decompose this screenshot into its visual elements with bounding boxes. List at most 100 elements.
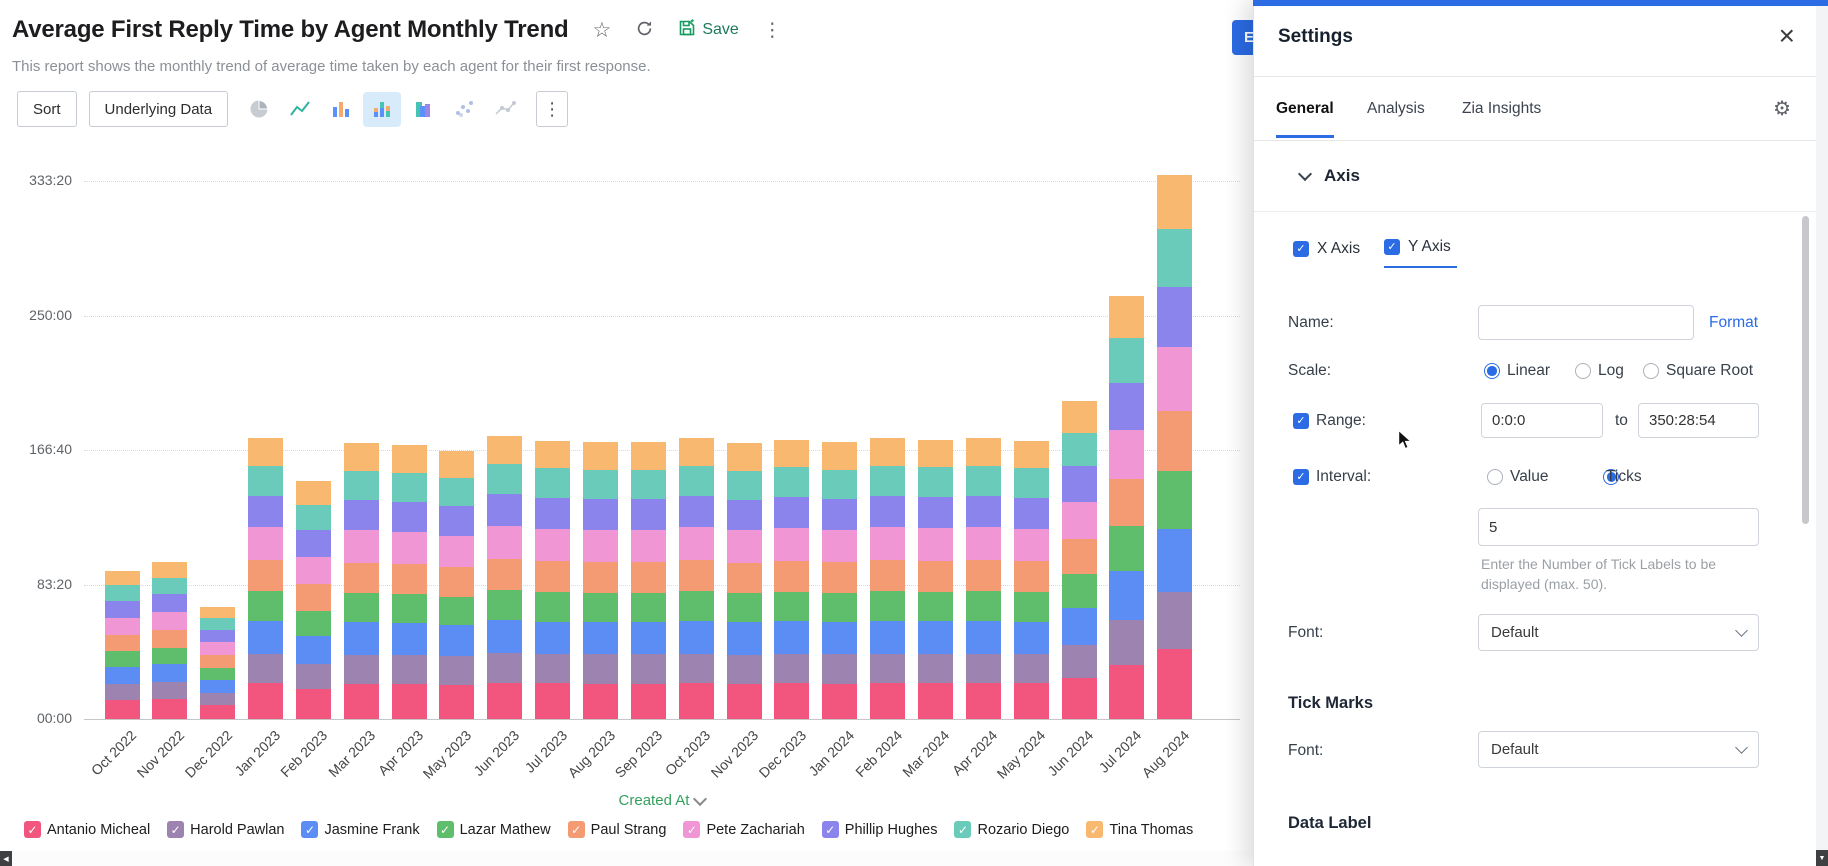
bar-segment[interactable]	[583, 529, 618, 562]
bar-segment[interactable]	[1013, 683, 1049, 719]
bar-segment[interactable]	[630, 592, 666, 623]
bar-segment[interactable]	[774, 683, 810, 719]
bar-segment[interactable]	[678, 653, 714, 684]
bar-segment[interactable]	[965, 496, 1001, 528]
bar-segment[interactable]	[1013, 592, 1049, 622]
bar-segment[interactable]	[583, 498, 618, 530]
bar-segment[interactable]	[535, 683, 571, 719]
bar-segment[interactable]	[343, 530, 379, 563]
range-to-input[interactable]	[1638, 403, 1759, 438]
bar-segment[interactable]	[630, 529, 666, 562]
bar-segment[interactable]	[726, 499, 762, 531]
bar-segment[interactable]	[822, 469, 858, 499]
bar-segment[interactable]	[1109, 429, 1145, 480]
bar-segment[interactable]	[535, 528, 571, 562]
bar-segment[interactable]	[917, 683, 953, 719]
line-chart-icon[interactable]	[281, 92, 319, 127]
legend-checkbox[interactable]: ✓	[683, 821, 701, 838]
radio-ticks[interactable]	[1603, 469, 1620, 485]
bar-segment[interactable]	[1109, 664, 1145, 719]
bar-segment[interactable]	[822, 622, 858, 655]
bar-segment[interactable]	[152, 594, 188, 612]
bar-segment[interactable]	[487, 525, 523, 559]
bar-segment[interactable]	[1109, 479, 1145, 527]
bar-segment[interactable]	[248, 620, 284, 654]
bar-segment[interactable]	[391, 684, 427, 719]
gear-icon[interactable]: ⚙	[1773, 98, 1791, 120]
bar-segment[interactable]	[248, 653, 284, 684]
bar-segment[interactable]	[1157, 649, 1193, 719]
x-axis-field-label[interactable]: Created At	[84, 791, 1240, 809]
bar-segment[interactable]	[726, 683, 762, 719]
bar-segment[interactable]	[295, 584, 331, 611]
bar-segment[interactable]	[822, 654, 858, 684]
legend-checkbox[interactable]: ✓	[954, 821, 972, 838]
bar-segment[interactable]	[678, 466, 714, 497]
bar-segment[interactable]	[1109, 620, 1145, 665]
bar-segment[interactable]	[1061, 574, 1097, 608]
bar-segment[interactable]	[487, 619, 523, 653]
bar-segment[interactable]	[295, 481, 331, 506]
bar-segment[interactable]	[104, 585, 140, 602]
bar-segment[interactable]	[583, 441, 618, 470]
bar-segment[interactable]	[487, 464, 523, 495]
overlapped-bar-chart-icon[interactable]	[404, 92, 442, 127]
bubble-chart-icon[interactable]	[486, 92, 524, 127]
bar-segment[interactable]	[1157, 175, 1193, 230]
bar-segment[interactable]	[822, 441, 858, 470]
bar-segment[interactable]	[1109, 382, 1145, 430]
bar-segment[interactable]	[870, 620, 906, 654]
bar-segment[interactable]	[1061, 501, 1097, 539]
bar-segment[interactable]	[870, 438, 906, 467]
bar-segment[interactable]	[439, 684, 475, 719]
bar-segment[interactable]	[965, 620, 1001, 654]
bar-segment[interactable]	[726, 443, 762, 471]
bar-segment[interactable]	[200, 629, 236, 643]
radio-value[interactable]	[1487, 469, 1503, 485]
bar-segment[interactable]	[343, 499, 379, 531]
bar-segment[interactable]	[822, 683, 858, 719]
bar-segment[interactable]	[1157, 347, 1193, 411]
radio-value-label[interactable]: Value	[1510, 468, 1549, 485]
bar-segment[interactable]	[295, 688, 331, 719]
bar-segment[interactable]	[965, 683, 1001, 719]
bar-segment[interactable]	[487, 590, 523, 620]
bar-segment[interactable]	[391, 445, 427, 473]
bar-segment[interactable]	[200, 642, 236, 656]
bar-segment[interactable]	[391, 623, 427, 656]
bar-segment[interactable]	[104, 667, 140, 685]
bar-segment[interactable]	[774, 653, 810, 684]
bar-segment[interactable]	[726, 562, 762, 594]
bar-segment[interactable]	[104, 651, 140, 668]
bar-segment[interactable]	[391, 655, 427, 684]
bar-segment[interactable]	[870, 591, 906, 621]
legend-checkbox[interactable]: ✓	[567, 821, 585, 838]
bar-segment[interactable]	[965, 527, 1001, 560]
bar-segment[interactable]	[678, 559, 714, 592]
save-button[interactable]: * Save	[678, 17, 739, 42]
bar-segment[interactable]	[678, 527, 714, 560]
bar-segment[interactable]	[391, 594, 427, 624]
checkbox-checked-icon[interactable]: ✓	[1384, 239, 1400, 255]
legend-item[interactable]: ✓ Jasmine Frank	[301, 821, 420, 838]
range-from-input[interactable]	[1481, 403, 1603, 438]
bar-segment[interactable]	[1157, 471, 1193, 529]
bar-segment[interactable]	[200, 704, 236, 719]
scroll-down-arrow[interactable]: ▼	[1816, 850, 1828, 866]
bar-segment[interactable]	[678, 496, 714, 528]
bar-segment[interactable]	[630, 654, 666, 684]
axis-section-header[interactable]: Axis	[1254, 141, 1817, 212]
bar-segment[interactable]	[248, 466, 284, 497]
bar-segment[interactable]	[726, 470, 762, 500]
bar-segment[interactable]	[1157, 592, 1193, 650]
bar-segment[interactable]	[822, 498, 858, 530]
bar-segment[interactable]	[487, 682, 523, 719]
bar-segment[interactable]	[487, 436, 523, 465]
bar-segment[interactable]	[583, 592, 618, 623]
bar-segment[interactable]	[248, 683, 284, 719]
bar-segment[interactable]	[248, 438, 284, 467]
radio-square-root-label[interactable]: Square Root	[1666, 362, 1754, 379]
bar-segment[interactable]	[1061, 400, 1097, 433]
axis-name-input[interactable]	[1478, 305, 1694, 340]
bar-segment[interactable]	[104, 617, 140, 635]
